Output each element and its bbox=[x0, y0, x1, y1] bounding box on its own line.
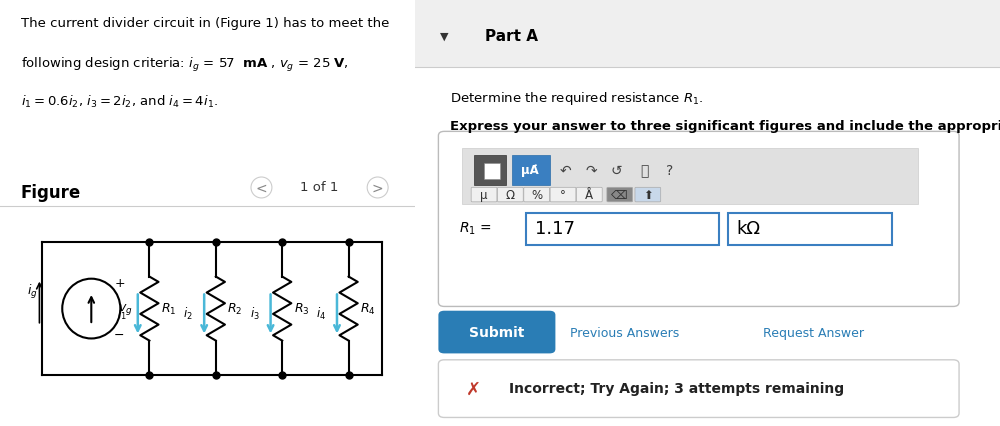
Text: Å: Å bbox=[585, 189, 593, 201]
Text: $i_g$: $i_g$ bbox=[27, 282, 37, 300]
Text: Figure: Figure bbox=[21, 183, 81, 201]
Text: >: > bbox=[372, 181, 383, 195]
FancyBboxPatch shape bbox=[497, 188, 523, 202]
FancyBboxPatch shape bbox=[576, 188, 602, 202]
Text: $R_4$: $R_4$ bbox=[360, 301, 376, 317]
Text: Incorrect; Try Again; 3 attempts remaining: Incorrect; Try Again; 3 attempts remaini… bbox=[509, 382, 844, 395]
Text: Determine the required resistance $R_1$.: Determine the required resistance $R_1$. bbox=[450, 89, 704, 106]
Text: %: % bbox=[531, 189, 542, 201]
Text: $R_2$: $R_2$ bbox=[227, 301, 243, 317]
FancyBboxPatch shape bbox=[550, 188, 576, 202]
Text: $i_3$: $i_3$ bbox=[250, 305, 259, 321]
Text: Ω: Ω bbox=[506, 189, 515, 201]
Text: $i_4$: $i_4$ bbox=[316, 305, 326, 321]
Text: ?: ? bbox=[666, 164, 673, 177]
Text: $i_2$: $i_2$ bbox=[183, 305, 193, 321]
FancyBboxPatch shape bbox=[474, 155, 506, 185]
Text: ↷: ↷ bbox=[586, 164, 597, 177]
FancyBboxPatch shape bbox=[728, 213, 892, 245]
Text: kΩ: kΩ bbox=[737, 220, 761, 238]
Text: $v_g$: $v_g$ bbox=[118, 301, 133, 317]
Text: +: + bbox=[114, 277, 125, 290]
Text: ⬆: ⬆ bbox=[643, 189, 653, 201]
Text: 1.17: 1.17 bbox=[535, 220, 575, 238]
Text: Request Answer: Request Answer bbox=[763, 326, 864, 339]
Text: μ: μ bbox=[480, 189, 488, 201]
Text: $R_1$ =: $R_1$ = bbox=[459, 220, 492, 236]
Text: <: < bbox=[256, 181, 267, 195]
Text: Express your answer to three significant figures and include the appropriate uni: Express your answer to three significant… bbox=[450, 119, 1000, 132]
FancyBboxPatch shape bbox=[438, 311, 555, 354]
FancyBboxPatch shape bbox=[524, 188, 550, 202]
FancyBboxPatch shape bbox=[635, 188, 661, 202]
Text: °: ° bbox=[560, 189, 566, 201]
Text: $i_1 = 0.6i_2$, $i_3 = 2i_2$, and $i_4 = 4i_1$.: $i_1 = 0.6i_2$, $i_3 = 2i_2$, and $i_4 =… bbox=[21, 94, 218, 110]
Text: −: − bbox=[114, 328, 125, 341]
FancyBboxPatch shape bbox=[438, 360, 959, 417]
FancyBboxPatch shape bbox=[415, 0, 1000, 68]
Text: ⌫: ⌫ bbox=[611, 189, 628, 201]
FancyBboxPatch shape bbox=[471, 188, 497, 202]
Text: Previous Answers: Previous Answers bbox=[570, 326, 679, 339]
FancyBboxPatch shape bbox=[462, 149, 918, 204]
Text: Part A: Part A bbox=[485, 29, 538, 44]
Text: Submit: Submit bbox=[469, 325, 525, 339]
Text: ⌗: ⌗ bbox=[640, 164, 649, 177]
FancyBboxPatch shape bbox=[438, 132, 959, 307]
Text: ↶: ↶ bbox=[560, 164, 572, 177]
FancyBboxPatch shape bbox=[526, 213, 719, 245]
Text: $R_3$: $R_3$ bbox=[294, 301, 309, 317]
Text: ▼: ▼ bbox=[440, 31, 448, 41]
Text: $i_1$: $i_1$ bbox=[117, 305, 127, 321]
FancyBboxPatch shape bbox=[607, 188, 633, 202]
Text: $R_1$: $R_1$ bbox=[161, 301, 176, 317]
Text: ↺: ↺ bbox=[611, 164, 623, 177]
FancyBboxPatch shape bbox=[484, 164, 500, 180]
Text: μȦ: μȦ bbox=[521, 164, 539, 177]
Text: 1 of 1: 1 of 1 bbox=[300, 181, 339, 194]
Text: The current divider circuit in (Figure 1) has to meet the: The current divider circuit in (Figure 1… bbox=[21, 17, 389, 30]
Text: following design criteria: $i_g$ = 57  $\mathbf{mA}$ , $v_g$ = 25 $\mathbf{V}$,: following design criteria: $i_g$ = 57 $\… bbox=[21, 55, 349, 73]
FancyBboxPatch shape bbox=[512, 155, 550, 185]
Text: ✗: ✗ bbox=[466, 380, 481, 397]
